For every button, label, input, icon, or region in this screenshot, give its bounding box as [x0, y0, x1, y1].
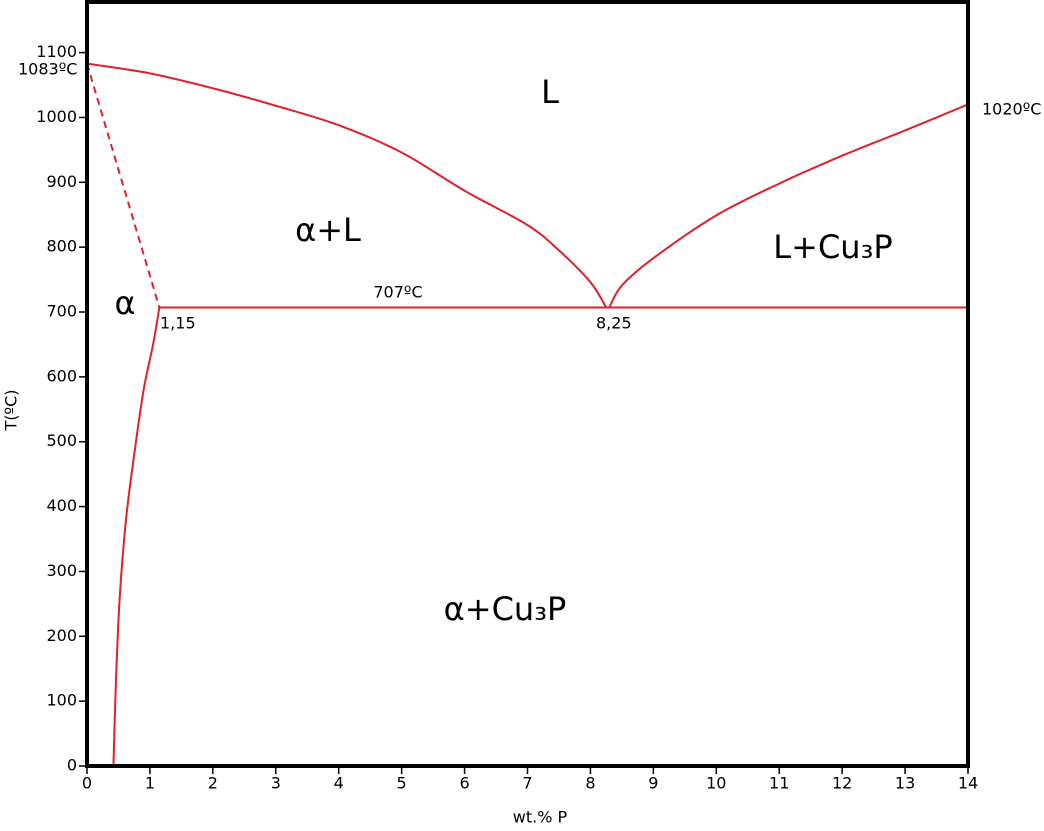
- annotation: L: [541, 73, 559, 111]
- annotation: α: [114, 284, 135, 322]
- y-tick-label: 200: [46, 626, 77, 645]
- phase-line: [86, 63, 161, 308]
- annotation: 1,15: [160, 314, 196, 333]
- x-tick-label: 12: [832, 774, 852, 793]
- x-tick-label: 7: [522, 774, 532, 793]
- y-tick-label: 1100: [36, 42, 77, 61]
- annotation: 707ºC: [373, 283, 422, 302]
- x-tick-label: 10: [706, 774, 726, 793]
- x-axis-title: wt.% P: [513, 808, 568, 827]
- x-tick-label: 14: [958, 774, 978, 793]
- y-tick-label: 600: [46, 366, 77, 385]
- y-tick-label: 400: [46, 496, 77, 515]
- x-tick-label: 0: [82, 774, 92, 793]
- y-tick-label: 1000: [36, 107, 77, 126]
- annotation: 1020ºC: [982, 100, 1041, 119]
- annotation: 1083ºC: [18, 60, 77, 79]
- annotation: L+Cu₃P: [773, 228, 892, 266]
- y-tick-label: 300: [46, 561, 77, 580]
- y-tick-label: 700: [46, 302, 77, 321]
- phase-line: [112, 307, 161, 767]
- annotation: 8,25: [596, 314, 632, 333]
- x-tick-label: 11: [769, 774, 789, 793]
- x-tick-label: 1: [145, 774, 155, 793]
- y-axis-title: T(ºC): [2, 390, 21, 432]
- phase-line: [608, 103, 969, 308]
- x-tick-label: 8: [585, 774, 595, 793]
- x-tick-label: 5: [397, 774, 407, 793]
- x-tick-label: 13: [895, 774, 915, 793]
- x-tick-label: 9: [648, 774, 658, 793]
- annotation: α+Cu₃P: [444, 590, 567, 628]
- y-tick-label: 500: [46, 431, 77, 450]
- x-tick-label: 6: [459, 774, 469, 793]
- y-tick-label: 800: [46, 237, 77, 256]
- y-tick-label: 100: [46, 691, 77, 710]
- annotation: α+L: [295, 211, 361, 249]
- x-tick-label: 2: [208, 774, 218, 793]
- plot-frame: [85, 0, 970, 768]
- x-tick-label: 3: [271, 774, 281, 793]
- x-tick-label: 4: [334, 774, 344, 793]
- phase-line: [86, 62, 608, 308]
- y-tick-label: 900: [46, 172, 77, 191]
- y-tick-label: 0: [67, 756, 77, 775]
